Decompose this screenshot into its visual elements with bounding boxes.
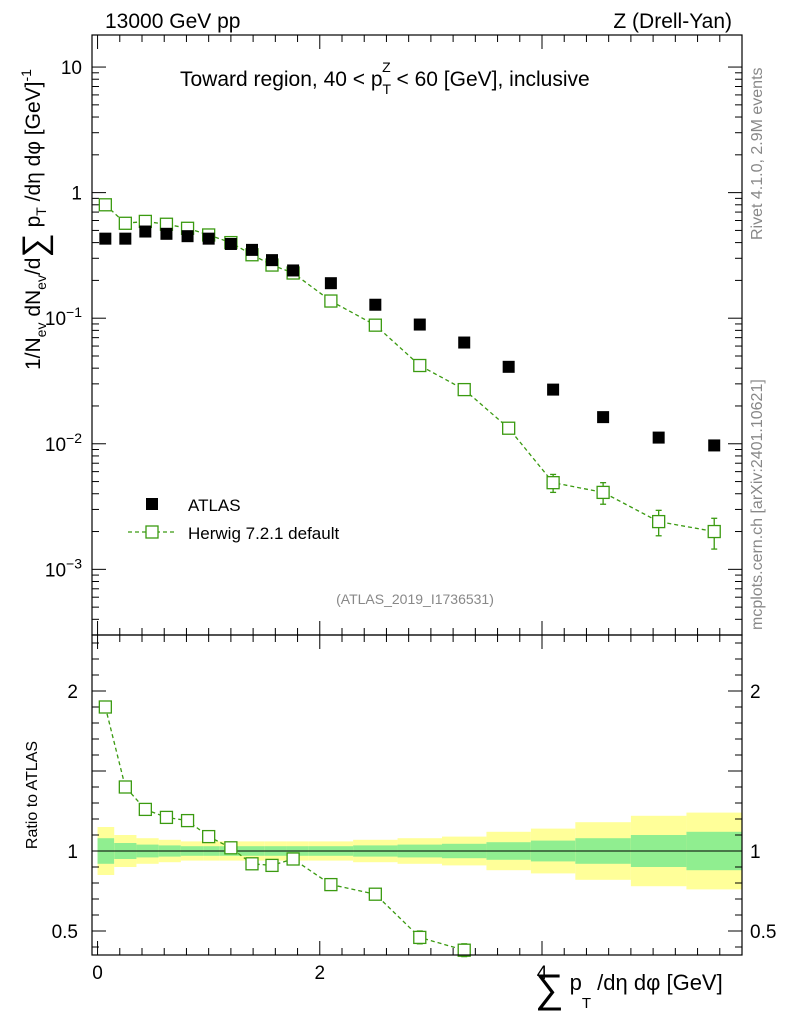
herwig-point	[502, 421, 516, 435]
ratio-point	[138, 802, 152, 817]
herwig-point	[324, 294, 338, 308]
main-ytick-label: 10−1	[45, 304, 82, 330]
ratio-point	[245, 857, 259, 871]
ratio-point	[286, 852, 300, 866]
ratio-point	[265, 858, 279, 873]
atlas-point	[547, 383, 560, 396]
atlas-point	[224, 237, 237, 250]
x-tick-label: 2	[314, 963, 325, 984]
atlas-point	[413, 318, 426, 331]
ratio-point	[118, 780, 132, 794]
ratio-ytick-label-right: 0.5	[750, 922, 776, 943]
mcplots-label: mcplots.cern.ch [arXiv:2401.10621]	[749, 379, 766, 630]
legend-atlas-label: ATLAS	[188, 496, 241, 515]
herwig-point	[98, 198, 112, 212]
x-axis-label: ∑ pT /dη dφ [GeV]	[535, 967, 723, 1012]
herwig-line	[104, 204, 715, 533]
main-ytick-labels: 10 1 10−1 10−2 10−3	[45, 58, 82, 581]
atlas-point	[202, 232, 215, 245]
main-ytick-label: 1	[71, 184, 82, 205]
atlas-point	[246, 243, 258, 256]
atlas-point	[369, 298, 382, 311]
ratio-point	[180, 813, 195, 828]
atlas-point	[266, 254, 278, 267]
herwig-point	[596, 485, 610, 500]
main-ytick-label: 10−3	[45, 555, 82, 581]
herwig-point	[413, 358, 427, 373]
ratio-xtick-labels: 0 2 4	[92, 963, 547, 984]
ratio-point	[224, 841, 238, 855]
herwig-point	[118, 216, 132, 230]
legend-atlas-marker	[146, 498, 158, 510]
ratio-panel: 2 2 1 1 0.5 0.5 0 2 4 Ratio to ATLAS ∑ pT /dη d…	[24, 634, 777, 1012]
herwig-point	[368, 318, 382, 332]
ratio-ytick-label-right: 2	[750, 682, 761, 703]
ratio-point	[324, 877, 338, 892]
ratio-ytick-label-left: 2	[67, 682, 78, 703]
ratio-ytick-label-left: 1	[67, 842, 78, 863]
main-panel: 10 1 10−1 10−2 10−3 Toward region, 40 < pTZ …	[16, 34, 743, 636]
analysis-watermark: (ATLAS_2019_I1736531)	[336, 591, 494, 607]
ratio-frame	[91, 634, 743, 956]
ratio-ytick-labels: 2 2 1 1 0.5 0.5	[52, 682, 777, 943]
atlas-point	[652, 431, 665, 444]
atlas-point	[287, 264, 300, 277]
herwig-point	[652, 514, 666, 529]
atlas-point	[119, 232, 132, 245]
atlas-point	[597, 411, 610, 424]
ratio-ytick-label-right: 1	[750, 842, 761, 863]
ratio-point	[159, 810, 174, 825]
legend-herwig-label: Herwig 7.2.1 default	[188, 524, 339, 543]
ratio-point	[413, 930, 427, 945]
ratio-point	[457, 943, 471, 957]
atlas-point	[160, 227, 173, 240]
herwig-point	[546, 476, 560, 490]
x-tick-label: 4	[537, 963, 548, 984]
atlas-point	[458, 336, 471, 349]
main-ytick-label: 10−2	[45, 430, 82, 456]
herwig-point	[457, 382, 471, 397]
legend: ATLAS Herwig 7.2.1 default	[128, 496, 339, 543]
ratio-ylabel: Ratio to ATLAS	[24, 741, 41, 849]
main-series	[98, 198, 721, 550]
ratio-ticks	[92, 635, 742, 955]
ratio-herwig-line	[104, 706, 465, 951]
atlas-point	[99, 232, 112, 245]
ratio-point	[368, 887, 382, 901]
atlas-point	[139, 225, 152, 238]
main-title: Toward region, 40 < pTZ < 60 [GeV], incl…	[180, 59, 590, 97]
header-left: 13000 GeV pp	[105, 10, 240, 33]
main-ylabel: 1/Nev dNev/d∑ pT /dη dφ [GeV]-1	[16, 69, 54, 370]
atlas-point	[181, 230, 194, 243]
herwig-point	[707, 524, 721, 539]
ratio-point	[202, 829, 216, 844]
atlas-point	[324, 277, 337, 290]
legend-herwig-marker	[145, 525, 159, 539]
rivet-label: Rivet 4.1.0, 2.9M events	[749, 67, 766, 240]
main-frame	[91, 34, 743, 636]
ratio-series	[98, 700, 471, 958]
atlas-point	[502, 360, 515, 373]
atlas-point	[708, 439, 721, 452]
main-ytick-label: 10	[61, 58, 82, 79]
ratio-point	[98, 700, 112, 714]
header-right: Z (Drell-Yan)	[613, 10, 732, 33]
main-ticks	[92, 35, 742, 636]
ratio-ytick-label-left: 0.5	[52, 922, 78, 943]
x-tick-label: 0	[92, 963, 103, 984]
